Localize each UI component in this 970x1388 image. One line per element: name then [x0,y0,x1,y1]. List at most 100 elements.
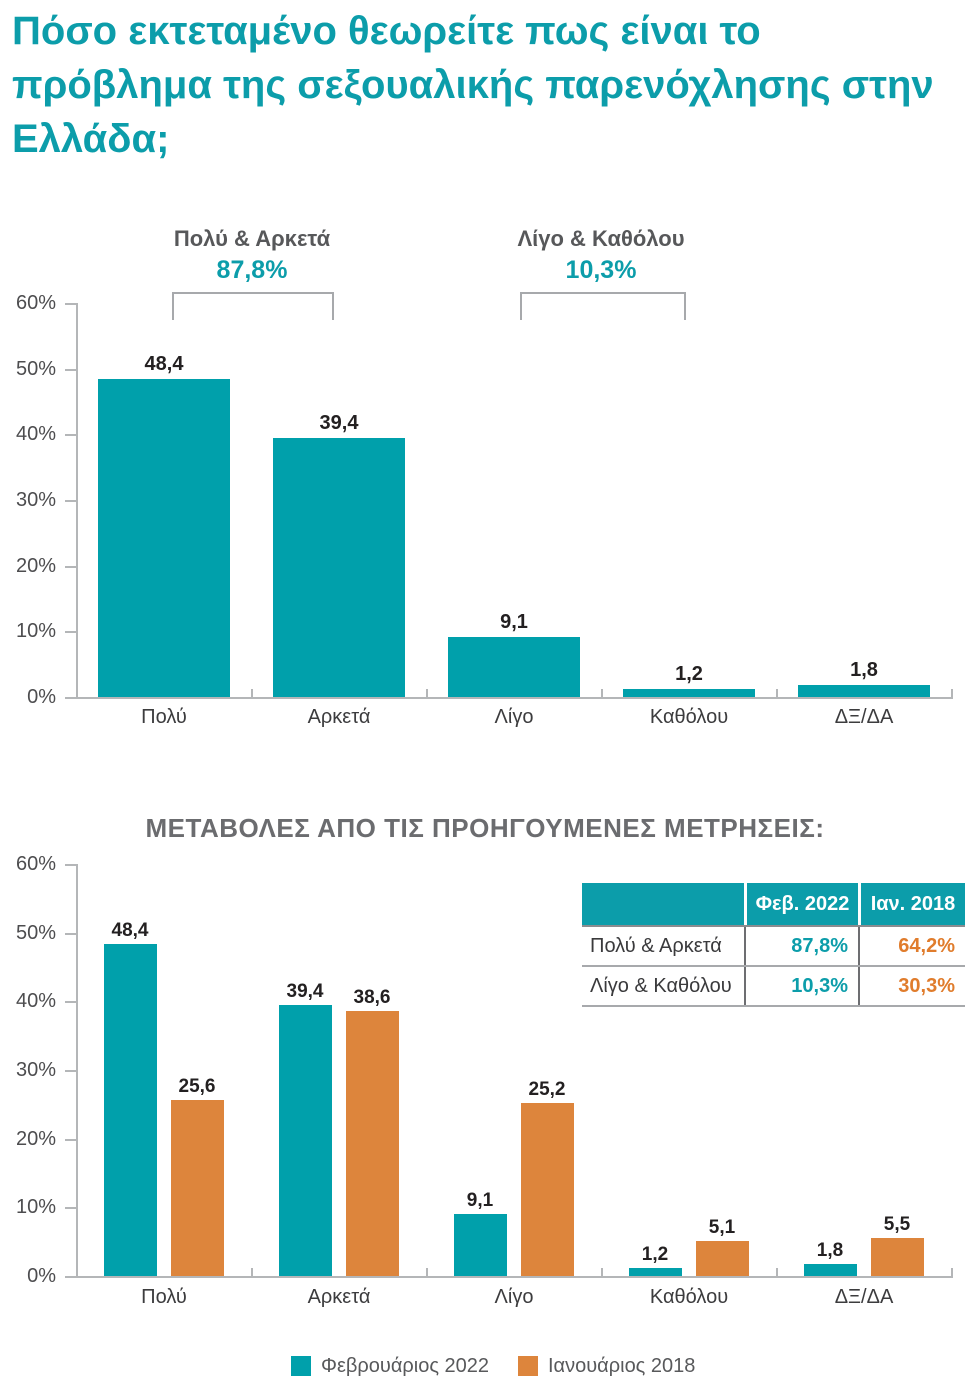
legend-label-feb-2022: Φεβρουάριος 2022 [321,1355,490,1377]
y-axis-label: 10% [15,1196,56,1218]
bar-c0-s0 [98,379,230,697]
y-axis-tick [65,434,76,436]
y-axis-tick [65,1001,76,1003]
x-category-label: ΔΞ/ΔΑ [834,706,894,728]
table-header-row: Φεβ. 2022 Ιαν. 2018 [582,883,965,927]
y-axis-tick [65,1070,76,1072]
bar-c1-s1 [346,1011,399,1276]
y-axis-label: 20% [15,555,56,577]
legend-swatch-feb-2022 [291,1356,311,1376]
x-axis-tick [951,1268,953,1276]
legend-label-jan-2018: Ιανουάριος 2018 [548,1355,696,1377]
y-axis-label: 10% [15,620,56,642]
bar-value-label: 25,2 [528,1079,566,1100]
y-axis-tick [65,864,76,866]
y-axis-tick [65,500,76,502]
y-axis-tick [65,1139,76,1141]
x-axis-line [76,697,953,699]
y-axis-label: 0% [27,1265,56,1287]
comparison-table: Φεβ. 2022 Ιαν. 2018 Πολύ & Αρκετά 87,8% … [582,883,965,1007]
y-axis-label: 40% [15,990,56,1012]
bar-value-label: 48,4 [111,920,149,941]
bar-c4-s0 [804,1264,857,1276]
x-axis-tick [426,1268,428,1276]
y-axis-tick [65,697,76,699]
y-axis-label: 30% [15,1059,56,1081]
x-axis-tick [776,1268,778,1276]
bar-value-label: 39,4 [319,412,359,434]
y-axis-line [76,303,78,699]
bar-c2-s0 [454,1214,507,1276]
y-axis-tick [65,1207,76,1209]
x-axis-tick [776,689,778,697]
table-value-jan-2018: 30,3% [858,967,965,1005]
x-category-label: Λίγο [494,706,534,728]
y-axis-label: 60% [15,292,56,314]
bar-c0-s1 [171,1100,224,1276]
y-axis-tick [65,631,76,633]
legend-swatch-jan-2018 [518,1356,538,1376]
bar-c3-s0 [623,689,755,697]
x-axis-tick [951,689,953,697]
callout-value: 10,3% [565,256,637,284]
y-axis-tick [65,566,76,568]
bar-value-label: 5,1 [708,1217,736,1238]
callout-label: Πολύ & Αρκετά [173,226,331,251]
callout-ligo-katholou: Λίγο & Καθόλου 10,3% [441,226,761,285]
x-axis-tick [601,689,603,697]
bracket-poly-arketa [172,292,334,320]
table-header-feb-2022: Φεβ. 2022 [744,883,858,925]
bar-c2-s0 [448,637,580,697]
y-axis-tick [65,303,76,305]
bracket-ligo-katholou [520,292,686,320]
y-axis-label: 0% [27,686,56,708]
y-axis-label: 30% [15,489,56,511]
section-title: ΜΕΤΑΒΟΛΕΣ ΑΠΟ ΤΙΣ ΠΡΟΗΓΟΥΜΕΝΕΣ ΜΕΤΡΗΣΕΙΣ… [145,813,825,843]
callout-poly-arketa: Πολύ & Αρκετά 87,8% [92,226,412,285]
x-category-label: Καθόλου [649,706,729,728]
bar-c2-s1 [521,1103,574,1276]
y-axis-tick [65,369,76,371]
bar-value-label: 5,5 [883,1214,911,1235]
table-header-empty [582,883,744,925]
y-axis-label: 20% [15,1128,56,1150]
x-category-label: Πολύ [141,1286,187,1308]
page-title: Πόσο εκτεταμένο θεωρείτε πως είναι το πρ… [12,9,934,161]
x-category-label: Αρκετά [307,1286,371,1308]
x-category-label: Αρκετά [307,706,371,728]
x-category-label: Λίγο [494,1286,534,1308]
bar-value-label: 1,8 [816,1240,844,1261]
table-header-jan-2018: Ιαν. 2018 [858,883,965,925]
bar-value-label: 1,2 [675,663,703,685]
y-axis-tick [65,1276,76,1278]
y-axis-label: 50% [15,922,56,944]
bar-value-label: 1,8 [850,659,878,681]
x-category-label: Καθόλου [649,1286,729,1308]
y-axis-label: 50% [15,358,56,380]
y-axis-label: 40% [15,423,56,445]
bar-value-label: 39,4 [286,981,324,1002]
table-row: Πολύ & Αρκετά 87,8% 64,2% [582,927,965,967]
bar-value-label: 48,4 [144,353,184,375]
y-axis-tick [65,933,76,935]
table-value-feb-2022: 87,8% [744,927,858,965]
bar-c1-s0 [273,438,405,697]
y-axis-label: 60% [15,853,56,875]
table-value-feb-2022: 10,3% [744,967,858,1005]
table-row-label: Πολύ & Αρκετά [590,934,722,957]
table-row: Λίγο & Καθόλου 10,3% 30,3% [582,967,965,1007]
table-value-jan-2018: 64,2% [858,927,965,965]
bar-c1-s0 [279,1005,332,1276]
bar-value-label: 38,6 [353,987,391,1008]
callout-value: 87,8% [216,256,288,284]
x-axis-tick [601,1268,603,1276]
x-axis-tick [251,1268,253,1276]
x-category-label: ΔΞ/ΔΑ [834,1286,894,1308]
x-axis-line [76,1276,953,1278]
bar-c4-s1 [871,1238,924,1276]
bar-c0-s0 [104,944,157,1276]
bar-value-label: 25,6 [178,1076,216,1097]
x-axis-tick [426,689,428,697]
bar-value-label: 9,1 [466,1190,494,1211]
